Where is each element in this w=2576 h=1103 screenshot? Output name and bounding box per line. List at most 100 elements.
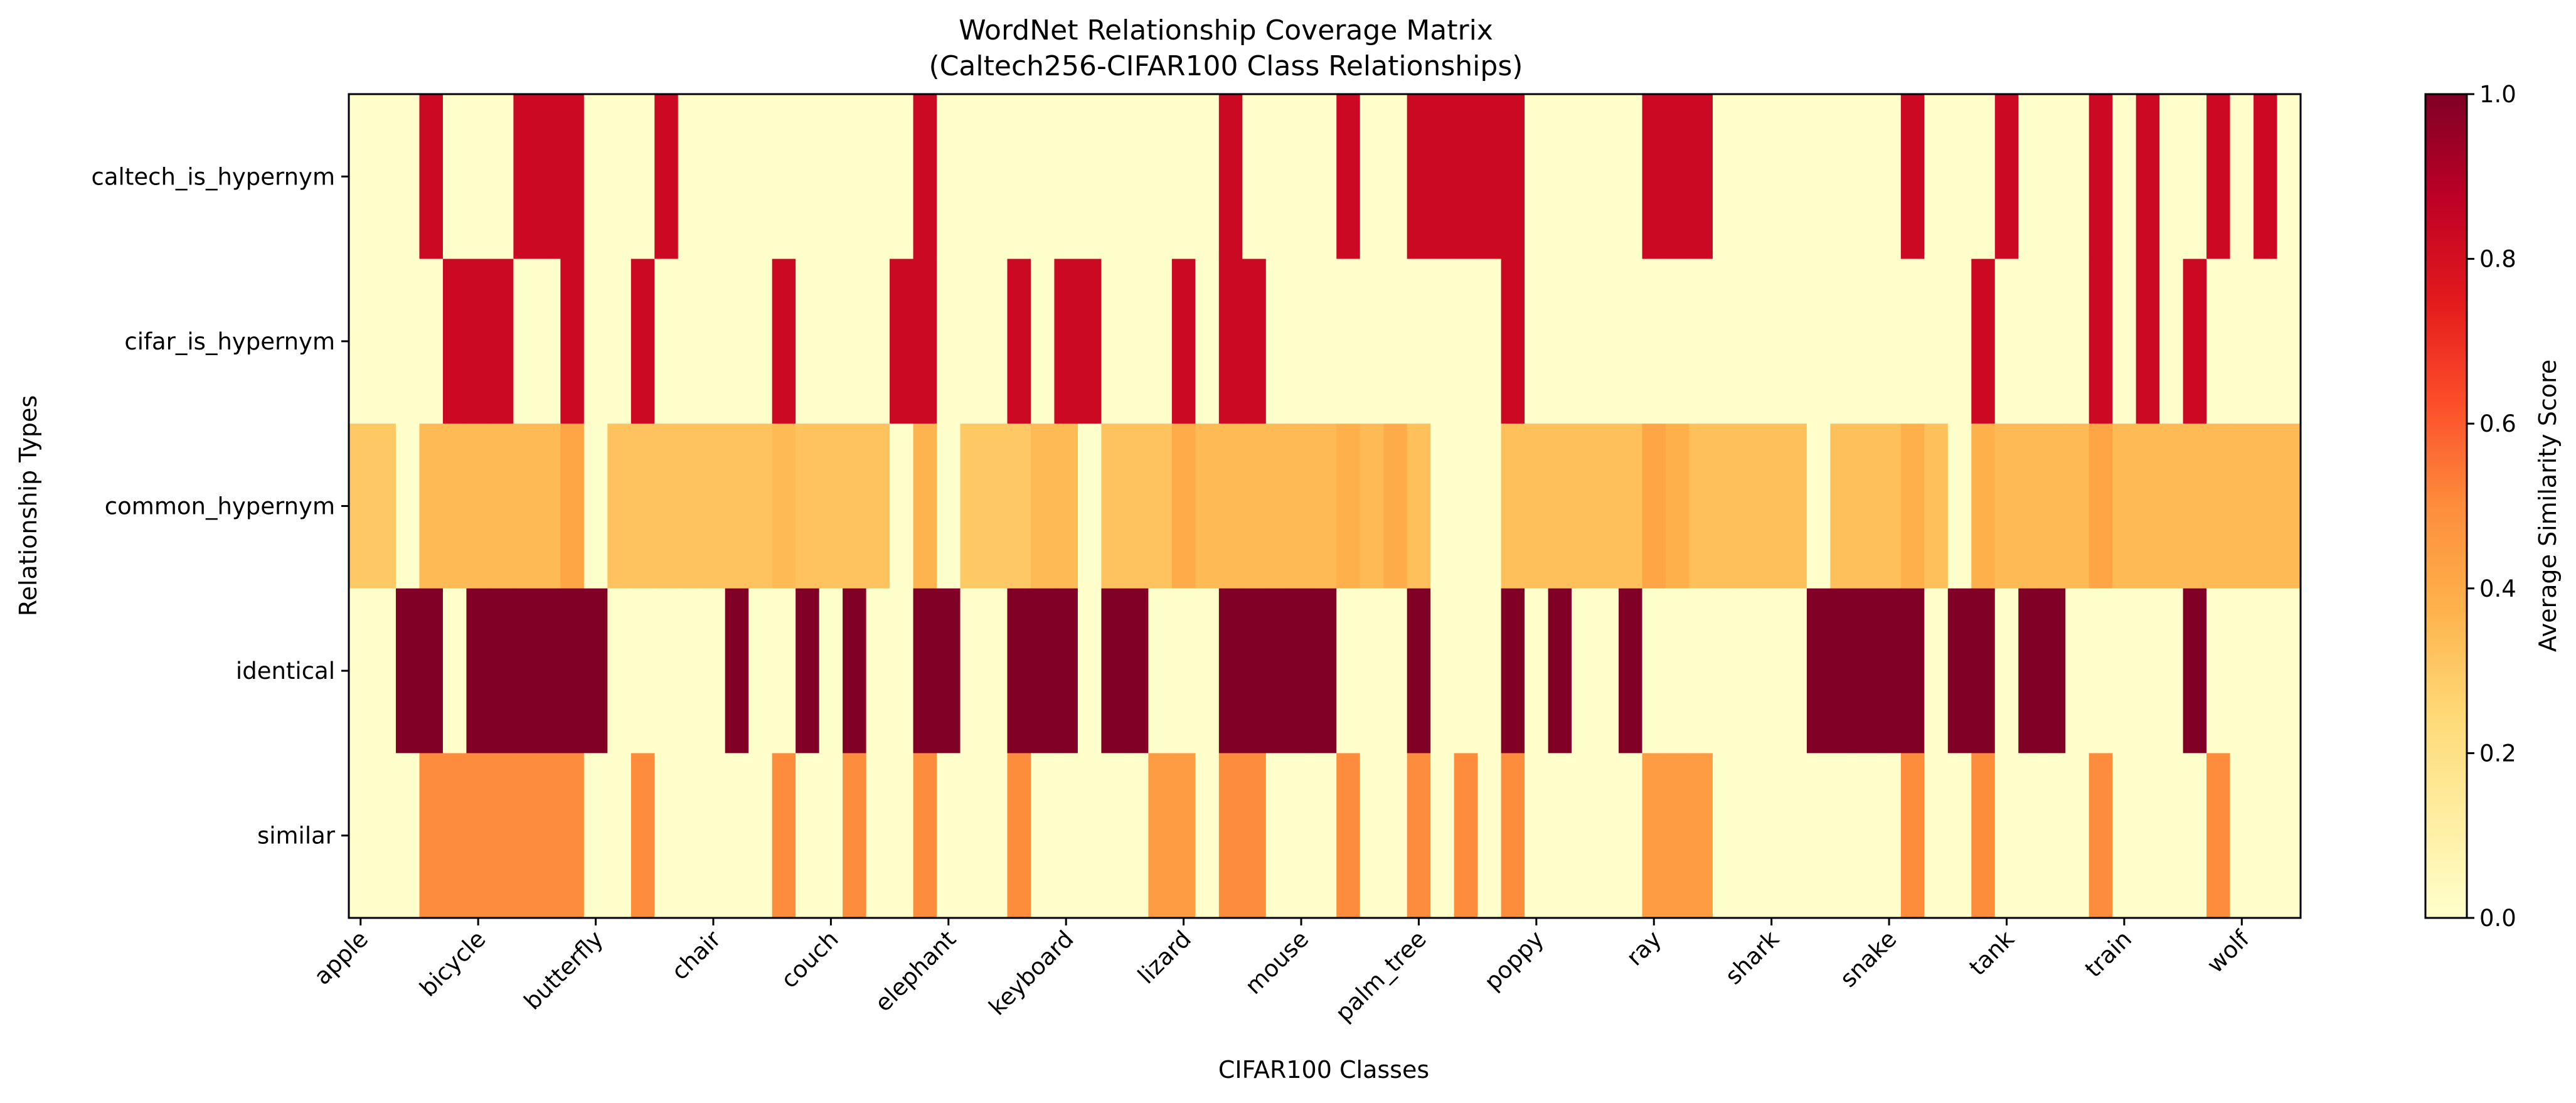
heatmap-cell (1218, 424, 1243, 589)
heatmap-cell (678, 424, 702, 589)
heatmap-cell (1853, 258, 1878, 424)
heatmap-cell (937, 94, 961, 260)
heatmap-cell (2041, 753, 2066, 919)
colorbar-tick-label: 0.6 (2479, 410, 2516, 437)
heatmap-cell (1830, 258, 1855, 424)
heatmap-cell (513, 753, 538, 919)
heatmap-cell (748, 753, 773, 919)
heatmap-cell (1054, 94, 1078, 260)
heatmap-cell (1806, 258, 1831, 424)
heatmap-cell (1407, 424, 1431, 589)
heatmap-cell (536, 424, 561, 589)
heatmap-cell (536, 588, 561, 754)
heatmap-cell (1853, 424, 1878, 589)
heatmap-cell (1689, 753, 1713, 919)
heatmap-cell (1336, 424, 1361, 589)
heatmap-cell (631, 94, 655, 260)
y-tick-label: similar (257, 823, 336, 850)
x-tick-label: snake (1834, 925, 1902, 993)
heatmap-cell (1947, 753, 1972, 919)
heatmap-cell (1595, 588, 1619, 754)
heatmap-cell (1430, 588, 1455, 754)
heatmap-cell (1806, 753, 1831, 919)
heatmap-cell (1665, 753, 1690, 919)
heatmap-cell (419, 94, 444, 260)
heatmap-cell (1171, 94, 1196, 260)
heatmap-cell (536, 258, 561, 424)
heatmap-cell (1947, 258, 1972, 424)
heatmap-cell (1030, 258, 1055, 424)
heatmap-cell (1712, 94, 1737, 260)
heatmap-cell (1736, 753, 1760, 919)
heatmap-cell (2277, 588, 2301, 754)
heatmap-cell (1806, 588, 1831, 754)
heatmap-cell (725, 753, 749, 919)
heatmap-cell (2230, 753, 2254, 919)
heatmap-cell (1360, 94, 1384, 260)
heatmap-cell (1407, 258, 1431, 424)
heatmap-cell (1736, 588, 1760, 754)
heatmap-cell (960, 94, 984, 260)
heatmap-cell (2183, 94, 2207, 260)
heatmap-cell (1619, 588, 1643, 754)
x-tick-label: tank (1964, 925, 2020, 981)
heatmap-cell (2230, 588, 2254, 754)
heatmap-cell (583, 424, 608, 589)
heatmap-cell (1148, 424, 1173, 589)
x-tick-label: shark (1720, 925, 1784, 990)
heatmap-cell (1924, 753, 1949, 919)
heatmap-cell (1336, 258, 1361, 424)
heatmap-cell (725, 424, 749, 589)
heatmap-cell (1994, 258, 2019, 424)
heatmap-cell (1971, 258, 1996, 424)
heatmap-cell (1900, 94, 1925, 260)
heatmap-cell (654, 258, 679, 424)
heatmap-cell (1548, 424, 1572, 589)
heatmap-cell (1454, 588, 1478, 754)
heatmap-cell (1383, 424, 1408, 589)
heatmap-cell (583, 94, 608, 260)
heatmap-cell (748, 94, 773, 260)
heatmap-cell (866, 258, 890, 424)
x-tick-label: wolf (2201, 925, 2255, 978)
heatmap-cell (1383, 258, 1408, 424)
heatmap-cell (560, 588, 585, 754)
heatmap-cell (1148, 94, 1173, 260)
heatmap-cell (913, 588, 937, 754)
heatmap-cell (1360, 753, 1384, 919)
heatmap-cell (748, 588, 773, 754)
heatmap-cell (1525, 258, 1549, 424)
heatmap-cell (1312, 94, 1337, 260)
heatmap-cell (2089, 94, 2113, 260)
heatmap-cell (1171, 424, 1196, 589)
heatmap-cell (560, 94, 585, 260)
heatmap-cell (1830, 94, 1855, 260)
heatmap-cell (890, 258, 914, 424)
heatmap-cell (1077, 424, 1102, 589)
heatmap-cell (631, 424, 655, 589)
heatmap-cell (631, 588, 655, 754)
heatmap-cell (866, 424, 890, 589)
heatmap-cell (1783, 588, 1807, 754)
heatmap-cell (1101, 94, 1126, 260)
heatmap-cell (442, 94, 467, 260)
heatmap-cell (2183, 258, 2207, 424)
heatmap-cell (631, 258, 655, 424)
heatmap-cell (1195, 258, 1220, 424)
heatmap-cell (1971, 753, 1996, 919)
heatmap-cell (1195, 753, 1220, 919)
heatmap-cell (489, 94, 514, 260)
heatmap-cell (1218, 753, 1243, 919)
heatmap-cell (1383, 94, 1408, 260)
heatmap-cell (1783, 258, 1807, 424)
heatmap-cell (466, 753, 491, 919)
heatmap-cell (1477, 94, 1502, 260)
heatmap-cell (1924, 424, 1949, 589)
heatmap-cell (1900, 753, 1925, 919)
heatmap-cell (1783, 94, 1807, 260)
heatmap-cell (513, 424, 538, 589)
heatmap-cell (1477, 424, 1502, 589)
heatmap-cell (395, 258, 420, 424)
heatmap-cell (1077, 753, 1102, 919)
